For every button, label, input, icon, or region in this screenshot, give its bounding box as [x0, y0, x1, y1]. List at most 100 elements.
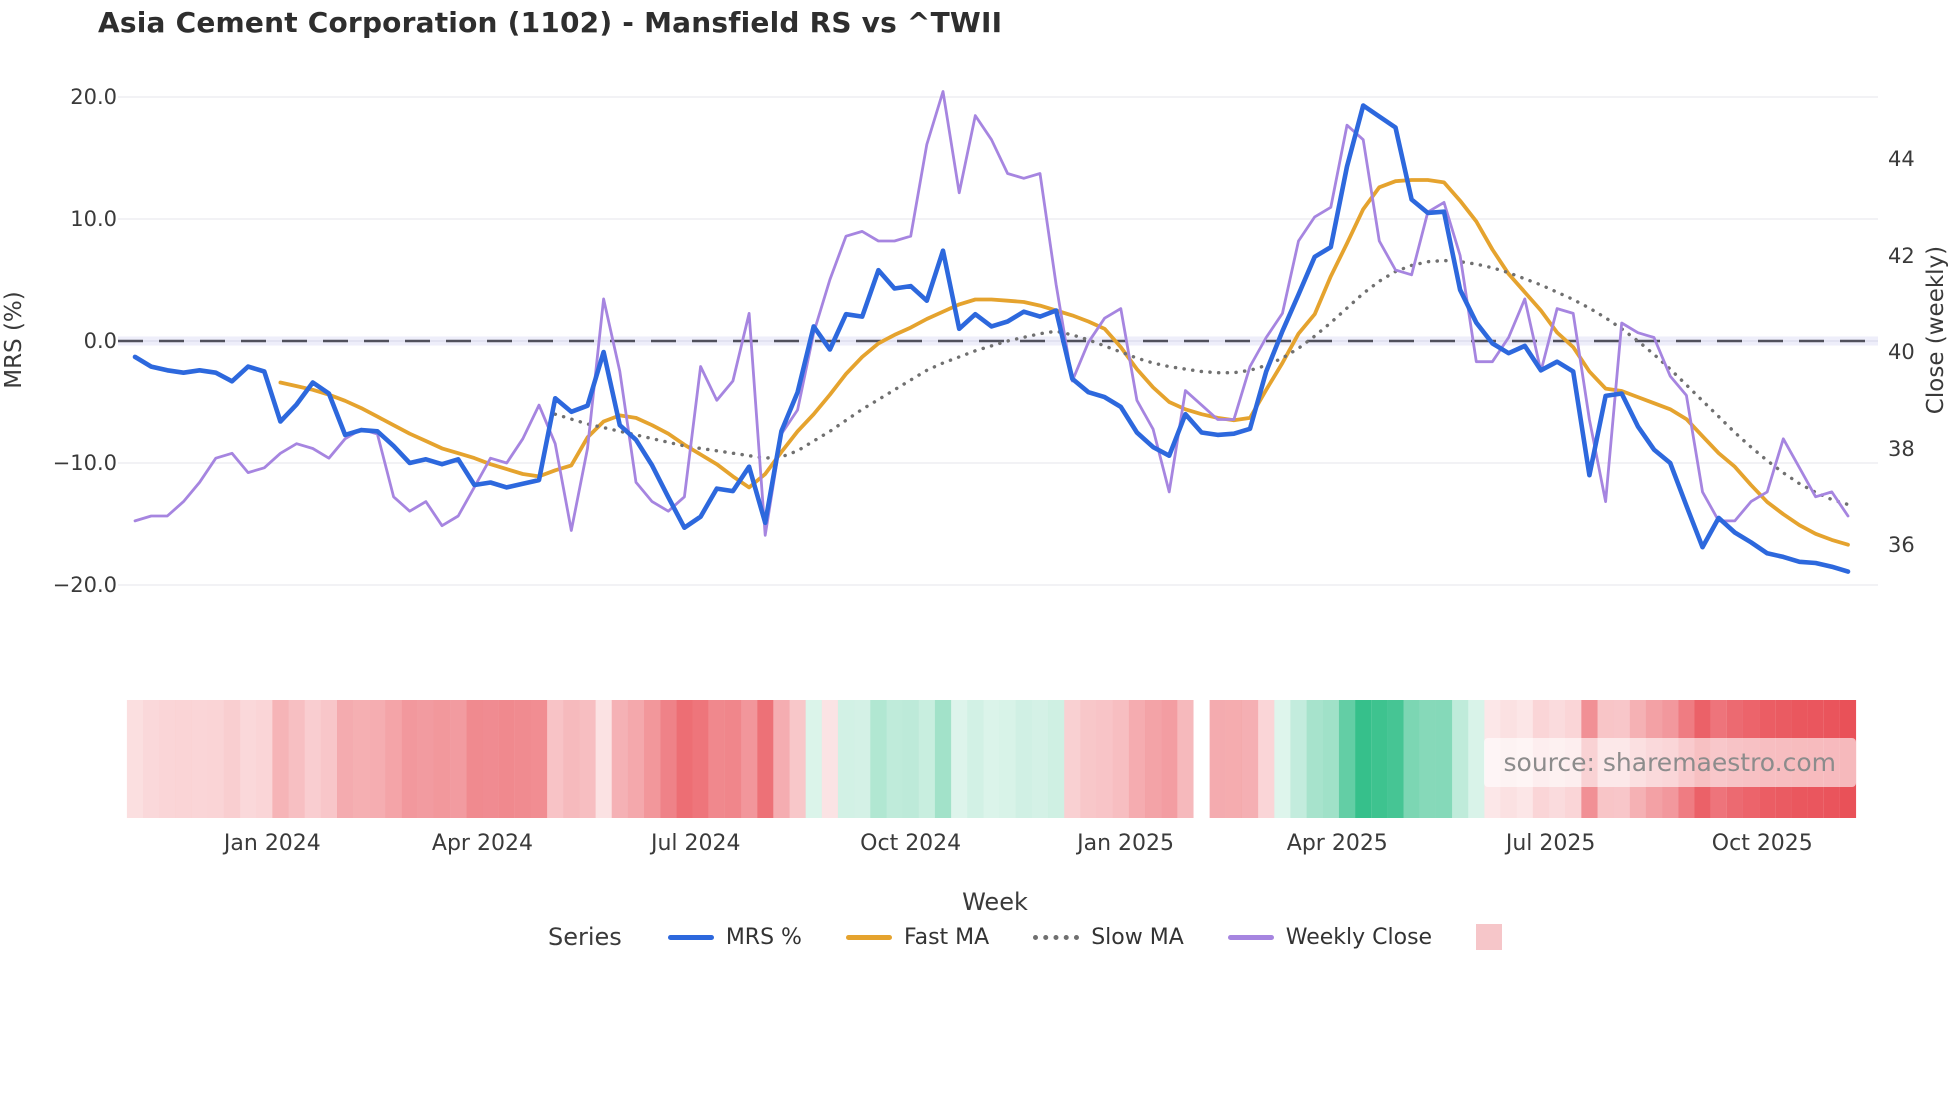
y-tick-label-left: −20.0 [52, 573, 117, 597]
heatmap-cell [1355, 700, 1372, 818]
heatmap-cell [1096, 700, 1113, 818]
heatmap-cell [320, 700, 338, 818]
heatmap-cell [1015, 700, 1032, 818]
heatmap-cell [256, 700, 273, 818]
x-tick-label: Oct 2024 [860, 831, 962, 856]
heatmap-cell [191, 700, 208, 818]
heatmap-cell [1290, 700, 1307, 818]
heatmap-cell [708, 700, 725, 818]
heatmap-cell [385, 700, 402, 818]
x-tick-label: Jul 2024 [650, 831, 741, 856]
heatmap-cell [337, 700, 354, 818]
legend-label: MRS % [725, 924, 802, 950]
heatmap-cell [563, 700, 580, 818]
heatmap-cell [1080, 700, 1097, 818]
chart-line-slow-ma [553, 258, 1850, 507]
heatmap-cell [1387, 700, 1404, 818]
legend-item-fast-ma: Fast MA [845, 924, 990, 950]
y-tick-label-right: 36 [1888, 533, 1915, 557]
heatmap-cell [821, 700, 838, 818]
y-tick-label-right: 42 [1888, 243, 1915, 268]
heatmap-cell [1161, 700, 1178, 818]
heatmap-cell [1112, 700, 1129, 818]
legend-item-mrs-: MRS % [667, 924, 802, 950]
legend-label: Fast MA [903, 924, 990, 950]
heatmap-cell [1419, 700, 1436, 818]
heatmap-cell [288, 700, 305, 818]
y-tick-label-right: 44 [1888, 147, 1915, 171]
heatmap-cell [595, 700, 612, 818]
heatmap-cell [353, 700, 370, 818]
y-tick-label-left: 0.0 [83, 329, 117, 353]
heatmap-cell [143, 700, 160, 818]
heatmap-cell [1322, 700, 1339, 818]
x-tick-label: Jan 2025 [1077, 831, 1175, 856]
heatmap-cell [482, 700, 499, 818]
heatmap-cell [934, 700, 952, 818]
legend-item-heatmap [1476, 924, 1503, 950]
y-tick-label-left: 20.0 [70, 85, 117, 109]
source-watermark: source: sharemaestro.com [1483, 738, 1856, 787]
heatmap-cell [757, 700, 774, 818]
heatmap-cell [1177, 700, 1194, 818]
heatmap-cell [741, 700, 758, 818]
heatmap-cell [304, 700, 321, 818]
page-title: Asia Cement Corporation (1102) - Mansfie… [98, 6, 1003, 39]
legend-swatch-line-icon [1227, 934, 1274, 940]
heatmap-cell [466, 700, 483, 818]
heatmap-cell [272, 700, 289, 818]
heatmap-cell [1452, 700, 1469, 818]
heatmap-cell [498, 700, 515, 818]
heatmap-cell [126, 700, 144, 818]
chart-line-fast-ma [278, 178, 1850, 547]
right-axis-title: Close (weekly) [1923, 245, 1949, 415]
legend-label: Weekly Close [1285, 924, 1433, 950]
heatmap-cell [724, 700, 742, 818]
heatmap-cell [773, 700, 790, 818]
heatmap-cell [676, 700, 693, 818]
heatmap-cell [1128, 700, 1146, 818]
legend-item-weekly-close: Weekly Close [1227, 924, 1433, 950]
x-tick-label: Jan 2024 [223, 831, 321, 856]
heatmap-cell [530, 700, 548, 818]
heatmap-cell [1306, 700, 1323, 818]
heatmap-cell [159, 700, 176, 818]
heatmap-cell [1031, 700, 1049, 818]
heatmap-cell [401, 700, 418, 818]
chart-line-mrs [132, 103, 1851, 574]
heatmap-cell [1371, 700, 1388, 818]
heatmap-cell [1468, 700, 1485, 818]
heatmap-cell [175, 700, 192, 818]
heatmap-cell [902, 700, 919, 818]
heatmap-cell [854, 700, 871, 818]
heatmap-cell [837, 700, 855, 818]
heatmap-cell [660, 700, 677, 818]
heatmap-cell [1209, 700, 1226, 818]
heatmap-cell [999, 700, 1016, 818]
heatmap-cell [983, 700, 1000, 818]
heatmap-cell [1241, 700, 1259, 818]
heatmap-cell [967, 700, 984, 818]
heatmap-cell [789, 700, 806, 818]
heatmap-cell [1258, 700, 1275, 818]
heatmap-cell [1403, 700, 1420, 818]
heatmap-cell [1338, 700, 1356, 818]
heatmap-cell [1225, 700, 1242, 818]
y-tick-label-right: 38 [1888, 436, 1915, 461]
heatmap-cell [547, 700, 564, 818]
heatmap-cell [1435, 700, 1453, 818]
heatmap-cell [433, 700, 451, 818]
x-tick-label: Oct 2025 [1711, 831, 1813, 856]
heatmap-cell [886, 700, 903, 818]
heatmap-cell [951, 700, 968, 818]
x-tick-label: Jul 2025 [1505, 831, 1596, 856]
heatmap-cell [207, 700, 224, 818]
heatmap-cell [514, 700, 531, 818]
heatmap-cell [611, 700, 628, 818]
legend-item-slow-ma: Slow MA [1033, 925, 1184, 950]
heatmap-cell [627, 700, 645, 818]
heatmap-cell [1064, 700, 1081, 818]
heatmap-cell [1048, 700, 1065, 818]
legend-swatch-line-icon [667, 934, 714, 940]
heatmap-cell [644, 700, 661, 818]
